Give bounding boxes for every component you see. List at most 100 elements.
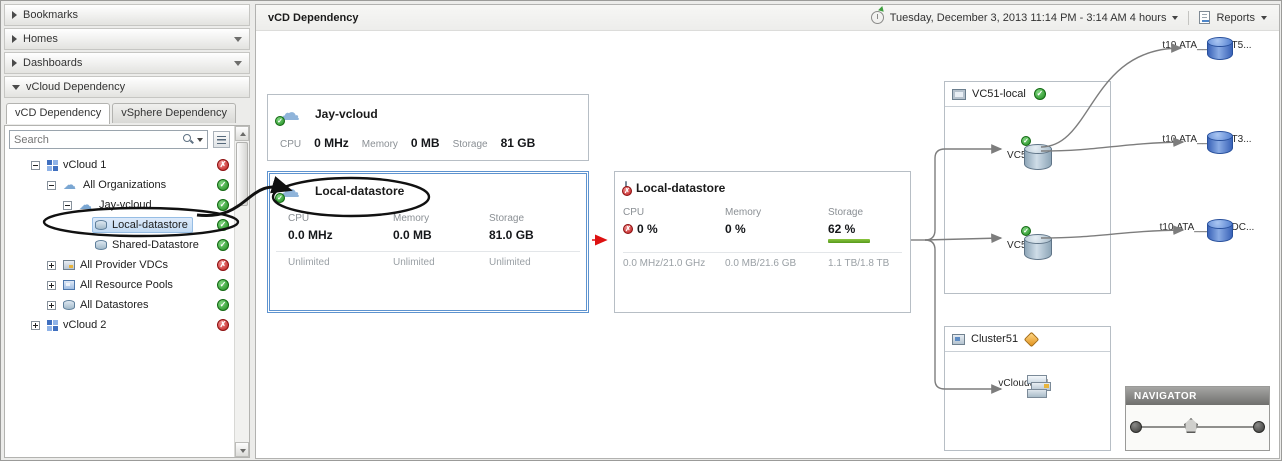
stat-values: 0.0 MHz 0.0 MB 81.0 GB bbox=[268, 228, 588, 242]
tree-item-content: All Organizations bbox=[60, 177, 171, 193]
stat-values: 0 % 0 % 62 % bbox=[615, 222, 910, 243]
reports-button[interactable]: Reports bbox=[1216, 11, 1255, 24]
node-vcloud51-1[interactable]: vCloud51-1 bbox=[984, 375, 1064, 398]
expand-toggle-icon[interactable] bbox=[47, 260, 56, 270]
host-icon bbox=[952, 88, 966, 100]
stat-value: 0 MB bbox=[410, 136, 440, 150]
zoom-out-knob[interactable] bbox=[1130, 421, 1142, 433]
zoom-in-knob[interactable] bbox=[1253, 421, 1265, 433]
status-ok-badge bbox=[217, 179, 229, 191]
tree-item-jay-vcloud[interactable]: Jay-vcloud bbox=[5, 195, 233, 215]
vc51-local-box[interactable]: VC51-local bbox=[944, 81, 1111, 294]
reports-caret-icon[interactable] bbox=[1261, 15, 1267, 20]
accordion-dashboards[interactable]: Dashboards bbox=[4, 52, 250, 74]
tree-item-all-organizations[interactable]: All Organizations bbox=[5, 175, 233, 195]
tree-item-local-datastore[interactable]: Local-datastore bbox=[5, 215, 233, 235]
tree-item-content: vCloud 2 bbox=[44, 317, 111, 333]
tree-item-content: All Resource Pools bbox=[60, 277, 178, 293]
vcloud-icon bbox=[47, 159, 58, 171]
accordion-label: Dashboards bbox=[23, 57, 83, 69]
tree-item-label: All Datastores bbox=[80, 299, 149, 311]
stat-value: 0 MHz bbox=[314, 136, 349, 150]
status-ok-badge bbox=[1021, 226, 1031, 236]
expand-toggle-icon[interactable] bbox=[31, 320, 40, 330]
expand-toggle-icon[interactable] bbox=[47, 280, 56, 290]
status-ok-badge bbox=[1021, 136, 1031, 146]
search-options-caret-icon[interactable] bbox=[197, 137, 203, 142]
node-vc51-1[interactable]: VC51-1 bbox=[992, 225, 1056, 260]
accordion-label: Homes bbox=[23, 33, 58, 45]
tree-item-content: All Provider VDCs bbox=[60, 257, 173, 273]
time-range-button[interactable]: Tuesday, December 3, 2013 11:14 PM - 3:1… bbox=[889, 11, 1167, 24]
local-datastore-vsphere-card[interactable]: Local-datastore CPU Memory Storage 0 % 0… bbox=[614, 171, 911, 313]
stat-label: CPU bbox=[623, 207, 645, 218]
jay-vcloud-card[interactable]: Jay-vcloud CPU 0 MHz Memory 0 MB Storage… bbox=[267, 94, 589, 161]
node-disk-2[interactable]: t10.ATA_____ST3... bbox=[1147, 131, 1267, 154]
search-icon[interactable] bbox=[183, 134, 194, 145]
list-options-button[interactable] bbox=[213, 131, 230, 148]
box-title: VC51-local bbox=[972, 88, 1026, 100]
time-range-caret-icon[interactable] bbox=[1172, 15, 1179, 20]
expand-triangle-icon bbox=[12, 59, 17, 67]
tree-item-label: All Resource Pools bbox=[80, 279, 173, 291]
scroll-up-icon[interactable] bbox=[235, 126, 249, 141]
collapse-toggle-icon[interactable] bbox=[63, 200, 72, 210]
vcloud-icon bbox=[47, 319, 58, 331]
page-title: vCD Dependency bbox=[268, 11, 359, 24]
collapse-toggle-icon[interactable] bbox=[47, 180, 56, 190]
resource-pool-icon bbox=[63, 280, 75, 290]
card-header: Local-datastore bbox=[268, 172, 588, 205]
accordion-vcloud-dependency[interactable]: vCloud Dependency bbox=[4, 76, 250, 98]
tree-item-shared-datastore[interactable]: Shared-Datastore bbox=[5, 235, 233, 255]
tree-item-vcloud-1[interactable]: vCloud 1 bbox=[5, 155, 233, 175]
status-ok-badge bbox=[1033, 88, 1046, 100]
node-vc51-2[interactable]: VC51-2 bbox=[992, 135, 1056, 170]
collapse-triangle-icon bbox=[12, 84, 20, 90]
status-ok-badge bbox=[275, 116, 285, 126]
stat-label: Memory bbox=[725, 207, 762, 218]
stat-sub: 0.0 MB/21.6 GB bbox=[725, 258, 797, 269]
scrollbar-thumb[interactable] bbox=[236, 142, 248, 206]
datastore-icon bbox=[622, 181, 632, 196]
expand-triangle-icon bbox=[12, 35, 17, 43]
time-range-icon bbox=[870, 11, 884, 24]
tree-item-label: Shared-Datastore bbox=[112, 239, 199, 251]
expand-toggle-icon[interactable] bbox=[47, 300, 56, 310]
slider-thumb[interactable] bbox=[1184, 418, 1198, 433]
node-label: t10.ATA_____ST3... bbox=[1147, 134, 1267, 145]
tree-item-all-provider-vdcs[interactable]: All Provider VDCs bbox=[5, 255, 233, 275]
tree-item-vcloud-2[interactable]: vCloud 2 bbox=[5, 315, 233, 335]
dependency-canvas: Jay-vcloud CPU 0 MHz Memory 0 MB Storage… bbox=[256, 31, 1279, 458]
search-input[interactable] bbox=[14, 133, 180, 146]
tree-item-all-resource-pools[interactable]: All Resource Pools bbox=[5, 275, 233, 295]
navigator-panel: NAVIGATOR bbox=[1125, 386, 1270, 451]
slider-track[interactable] bbox=[1138, 426, 1257, 428]
datastore-icon bbox=[63, 300, 75, 310]
tree-item-all-datastores[interactable]: All Datastores bbox=[5, 295, 233, 315]
accordion-homes[interactable]: Homes bbox=[4, 28, 250, 50]
main-header: vCD Dependency Tuesday, December 3, 2013… bbox=[256, 5, 1279, 31]
tab-vsphere-dependency[interactable]: vSphere Dependency bbox=[112, 103, 237, 123]
navigator-zoom-slider[interactable] bbox=[1126, 405, 1269, 450]
collapse-toggle-icon[interactable] bbox=[31, 160, 40, 170]
status-error-badge bbox=[217, 319, 229, 331]
stat-value: 81.0 GB bbox=[489, 228, 534, 242]
resource-tree: vCloud 1 All Organizations bbox=[5, 153, 249, 457]
node-disk-3[interactable]: t10.ATA_____WDC... bbox=[1147, 219, 1267, 242]
tree-item-label: Jay-vcloud bbox=[99, 199, 152, 211]
status-ok-badge bbox=[217, 279, 229, 291]
tree-scrollbar[interactable] bbox=[234, 126, 249, 457]
status-error-badge bbox=[622, 186, 632, 196]
tab-vcd-dependency[interactable]: vCD Dependency bbox=[6, 103, 111, 124]
node-disk-1[interactable]: t10.ATA_____ST5... bbox=[1147, 37, 1267, 60]
chevron-down-icon[interactable] bbox=[234, 36, 242, 42]
stat-labels: CPU Memory Storage bbox=[268, 213, 588, 224]
search-box[interactable] bbox=[9, 130, 208, 149]
card-title: Local-datastore bbox=[315, 184, 405, 198]
accordion-bookmarks[interactable]: Bookmarks bbox=[4, 4, 250, 26]
scroll-down-icon[interactable] bbox=[235, 442, 249, 457]
local-datastore-vcd-card[interactable]: Local-datastore CPU Memory Storage 0.0 M… bbox=[267, 171, 589, 313]
chevron-down-icon[interactable] bbox=[234, 60, 242, 66]
cluster-icon bbox=[952, 333, 965, 345]
card-stats: CPU 0 MHz Memory 0 MB Storage 81 GB bbox=[268, 128, 588, 150]
